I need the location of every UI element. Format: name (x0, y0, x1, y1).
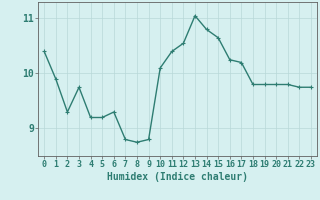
X-axis label: Humidex (Indice chaleur): Humidex (Indice chaleur) (107, 172, 248, 182)
